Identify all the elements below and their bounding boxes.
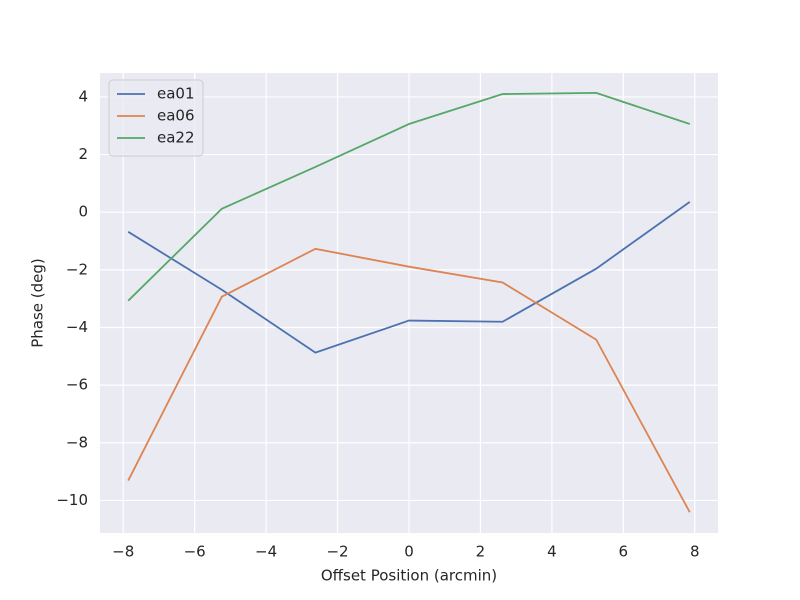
x-tick-label: −4 [255,543,277,561]
x-tick-label: −2 [326,543,348,561]
x-axis-label: Offset Position (arcmin) [321,567,497,585]
x-tick-label: −6 [184,543,206,561]
x-tick-label: 0 [404,543,414,561]
x-tick-label: 8 [690,543,700,561]
y-tick-label: 4 [78,87,88,105]
legend-label: ea06 [157,107,195,125]
legend: ea01 ea06 ea22 [108,79,204,157]
x-tick-label: 2 [476,543,486,561]
line [127,91,691,302]
x-tick-label: −8 [112,543,134,561]
y-tick-label: −6 [66,376,88,394]
y-tick-label: 2 [78,145,88,163]
y-tick-label: 0 [78,203,88,221]
y-tick-label: −4 [66,318,88,336]
line [127,201,691,354]
y-axis-label: Phase (deg) [29,258,47,348]
y-tick-label: −10 [56,491,88,509]
x-tick-label: 4 [547,543,557,561]
legend-label: ea01 [157,85,195,103]
legend-label: ea22 [157,129,195,147]
x-tick-label: 6 [619,543,629,561]
legend-box [108,79,204,157]
line [127,247,691,513]
y-tick-label: −2 [66,260,88,278]
y-tick-label: −8 [66,433,88,451]
